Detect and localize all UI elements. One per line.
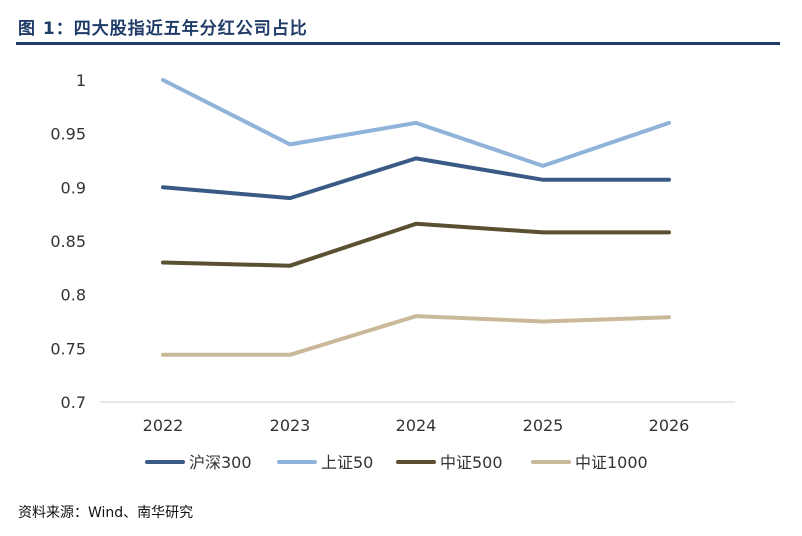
series-line-2 <box>161 221 671 268</box>
y-tick-label: 0.95 <box>50 125 86 144</box>
source-note: 资料来源：Wind、南华研究 <box>18 505 194 521</box>
x-tick-label: 2022 <box>143 416 184 435</box>
legend-label: 上证50 <box>321 453 373 472</box>
x-tick-label: 2024 <box>396 416 437 435</box>
x-tick-label: 2025 <box>523 416 564 435</box>
y-tick-label: 0.9 <box>61 178 86 197</box>
legend-label: 沪深300 <box>189 453 252 472</box>
series-lines <box>161 78 671 357</box>
y-tick-label: 0.8 <box>61 286 86 305</box>
y-tick-label: 0.75 <box>50 339 86 358</box>
x-tick-label: 2026 <box>649 416 690 435</box>
y-tick-label: 0.85 <box>50 232 86 251</box>
y-axis-ticks: 0.7 0.75 0.8 0.85 0.9 0.95 1 <box>50 71 86 412</box>
series-line-3 <box>161 314 671 357</box>
x-tick-label: 2023 <box>270 416 311 435</box>
legend-label: 中证500 <box>440 453 503 472</box>
y-tick-label: 0.7 <box>61 393 86 412</box>
x-axis-ticks: 2022 2023 2024 2025 2026 <box>143 416 690 435</box>
chart-title: 图 1：四大股指近五年分红公司占比 <box>18 19 308 39</box>
title-rule <box>16 42 780 45</box>
legend: 沪深300 上证50 中证500 中证1000 <box>145 453 648 472</box>
series-line-1 <box>161 78 671 168</box>
y-tick-label: 1 <box>76 71 86 90</box>
legend-label: 中证1000 <box>575 453 648 472</box>
series-line-0 <box>161 156 671 201</box>
